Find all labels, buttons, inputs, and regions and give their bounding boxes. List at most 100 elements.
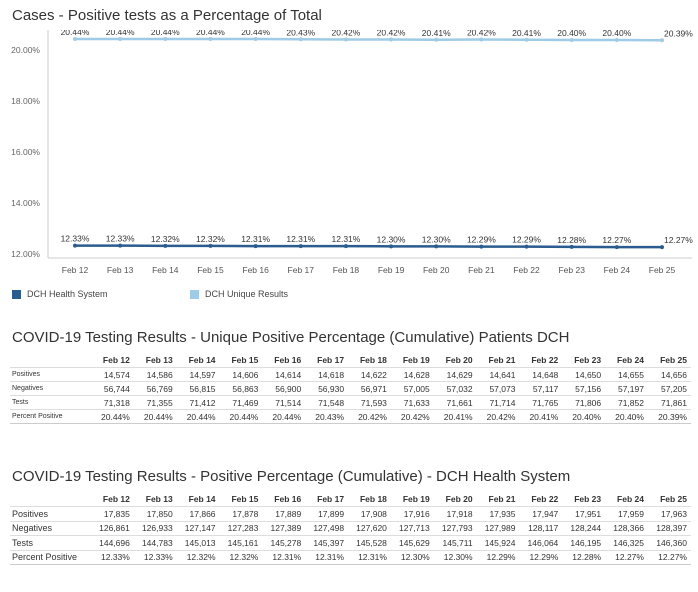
column-header: Feb 13 <box>145 355 173 365</box>
table-cell: 17,916 <box>390 506 434 521</box>
table-cell: 14,597 <box>176 367 220 382</box>
table-2-title: COVID-19 Testing Results - Positive Perc… <box>12 468 571 485</box>
table-cell: 127,147 <box>176 520 220 536</box>
table-cell: 56,744 <box>91 381 134 396</box>
table-row: Positives 14,574 14,586 14,597 14,606 14,614 1… <box>10 367 691 382</box>
table-header-row: Feb 12 Feb 13 Feb 14 Feb 15 Feb 16 Feb 17 Feb … <box>10 353 691 368</box>
legend-swatch <box>12 289 21 299</box>
table-cell: 14,622 <box>348 367 391 382</box>
table-cell: 71,412 <box>176 395 220 410</box>
table-cell: 12.28% <box>562 549 606 565</box>
data-point <box>343 244 348 249</box>
table-cell: 57,205 <box>647 381 691 396</box>
table-cell: 14,641 <box>476 367 520 382</box>
column-header: Feb 25 <box>660 355 687 365</box>
column-header: Feb 17 <box>317 355 345 365</box>
table-cell: 17,889 <box>262 506 306 521</box>
table-cell: 145,528 <box>348 535 391 550</box>
table-cell: 56,930 <box>305 381 349 396</box>
data-point <box>479 244 484 249</box>
table-cell: 145,711 <box>433 535 477 550</box>
table-cell: 17,951 <box>562 506 606 521</box>
table-cell: 12.33% <box>91 549 134 565</box>
data-label: 12.27% <box>602 235 631 245</box>
data-label: 12.32% <box>151 234 180 244</box>
data-label: 12.29% <box>512 235 541 245</box>
legend-item-health-system[interactable]: DCH Health System <box>12 289 108 299</box>
table-cell: 57,073 <box>476 381 520 396</box>
x-tick-label: Feb 18 <box>333 265 360 275</box>
table-cell: 17,963 <box>647 506 691 521</box>
data-label: 12.31% <box>241 234 270 244</box>
table-cell: 71,661 <box>433 395 477 410</box>
table-cell: 145,161 <box>219 535 263 550</box>
table-cell: 20.43% <box>305 409 349 424</box>
legend-item-unique-results[interactable]: DCH Unique Results <box>190 289 288 299</box>
row-label: Negatives <box>10 381 91 396</box>
column-header: Feb 13 <box>145 494 173 504</box>
x-tick-label: Feb 19 <box>378 265 405 275</box>
table-cell: 20.41% <box>433 409 477 424</box>
table-cell: 17,850 <box>133 506 177 521</box>
table-row: Negatives 56,744 56,769 56,815 56,863 56,900 5… <box>10 381 691 396</box>
table-cell: 20.42% <box>348 409 391 424</box>
table-cell: 56,971 <box>348 381 391 396</box>
table-cell: 14,628 <box>390 367 434 382</box>
column-header: Feb 16 <box>274 494 302 504</box>
table-cell: 127,793 <box>433 520 477 536</box>
data-label: 12.32% <box>196 234 225 244</box>
column-header: Feb 12 <box>102 494 130 504</box>
header-cell <box>10 492 91 507</box>
table-cell: 12.32% <box>219 549 263 565</box>
table-row: Tests 144,696 144,783 145,013 145,161 145,278… <box>10 535 691 550</box>
table-cell: 12.31% <box>305 549 349 565</box>
table-cell: 146,360 <box>647 535 691 550</box>
series-line <box>75 244 662 249</box>
data-label: 12.27% <box>664 235 693 245</box>
table-cell: 14,586 <box>133 367 177 382</box>
data-point <box>343 37 348 42</box>
table-cell: 127,620 <box>348 520 391 536</box>
table-cell: 14,606 <box>219 367 263 382</box>
column-header: Feb 22 <box>531 494 559 504</box>
data-label: 12.30% <box>377 234 406 244</box>
table-cell: 71,548 <box>305 395 349 410</box>
column-header: Feb 14 <box>188 355 216 365</box>
table-cell: 146,325 <box>605 535 648 550</box>
table-cell: 14,656 <box>647 367 691 382</box>
data-label: 20.40% <box>557 30 586 38</box>
table-cell: 56,900 <box>262 381 306 396</box>
table-cell: 71,852 <box>605 395 648 410</box>
data-point <box>524 244 529 249</box>
table-cell: 12.30% <box>390 549 434 565</box>
data-point <box>208 36 213 41</box>
data-point <box>208 243 213 248</box>
table-cell: 146,064 <box>519 535 563 550</box>
data-label: 20.42% <box>467 30 496 37</box>
unique-results-table: Feb 12 Feb 13 Feb 14 Feb 15 Feb 16 Feb 17 Feb … <box>10 353 691 424</box>
column-header: Feb 12 <box>102 355 130 365</box>
table-cell: 126,933 <box>133 520 177 536</box>
table-cell: 12.27% <box>647 549 691 565</box>
table-cell: 12.29% <box>476 549 520 565</box>
row-label: Tests <box>10 395 91 410</box>
table-row: Tests 71,318 71,355 71,412 71,469 71,514 71,54… <box>10 395 691 410</box>
data-label: 20.42% <box>377 30 406 37</box>
table-cell: 145,278 <box>262 535 306 550</box>
table-cell: 12.31% <box>348 549 391 565</box>
table-cell: 57,156 <box>562 381 606 396</box>
table-row: Percent Positive 12.33% 12.33% 12.32% 12.32%… <box>10 549 691 565</box>
data-point <box>389 37 394 42</box>
row-label: Percent Positive <box>10 549 91 565</box>
row-label: Negatives <box>10 520 91 536</box>
x-tick-label: Feb 25 <box>649 265 676 275</box>
data-label: 20.44% <box>61 30 90 37</box>
table-cell: 126,861 <box>91 520 134 536</box>
data-point <box>524 37 529 42</box>
data-point <box>163 243 168 248</box>
table-cell: 145,013 <box>176 535 220 550</box>
table-cell: 57,005 <box>390 381 434 396</box>
data-point <box>660 245 664 250</box>
table-cell: 14,648 <box>519 367 563 382</box>
row-label: Percent Positive <box>10 409 91 424</box>
